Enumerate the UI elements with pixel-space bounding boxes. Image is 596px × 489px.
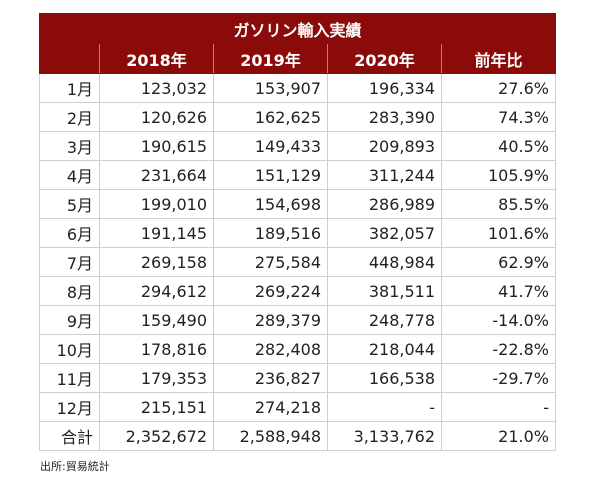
value-2019-cell: 236,827 bbox=[213, 363, 328, 393]
table-row: 1月 123,032 153,907 196,334 27.6% bbox=[39, 73, 556, 103]
value-2019-cell: 289,379 bbox=[213, 305, 328, 335]
yoy-cell: 41.7% bbox=[441, 276, 556, 306]
value-2018-cell: 120,626 bbox=[99, 102, 214, 132]
yoy-cell: 105.9% bbox=[441, 160, 556, 190]
value-2018-cell: 215,151 bbox=[99, 392, 214, 422]
value-2018-cell: 178,816 bbox=[99, 334, 214, 364]
yoy-cell: -29.7% bbox=[441, 363, 556, 393]
value-2018-cell: 159,490 bbox=[99, 305, 214, 335]
value-2019-cell: 269,224 bbox=[213, 276, 328, 306]
yoy-cell: -22.8% bbox=[441, 334, 556, 364]
month-cell: 合計 bbox=[39, 421, 100, 451]
table-header-row: 2018年 2019年 2020年 前年比 bbox=[39, 43, 556, 74]
yoy-cell: -14.0% bbox=[441, 305, 556, 335]
value-2018-cell: 123,032 bbox=[99, 73, 214, 103]
value-2020-cell: - bbox=[327, 392, 442, 422]
gasoline-import-table: ガソリン輸入実績 2018年 2019年 2020年 前年比 1月 123,032… bbox=[39, 13, 556, 451]
table-row: 5月 199,010 154,698 286,989 85.5% bbox=[39, 189, 556, 219]
table-body: 1月 123,032 153,907 196,334 27.6% 2月 120,626 162… bbox=[39, 73, 556, 451]
yoy-cell: 62.9% bbox=[441, 247, 556, 277]
value-2018-cell: 231,664 bbox=[99, 160, 214, 190]
value-2018-cell: 2,352,672 bbox=[99, 421, 214, 451]
value-2019-cell: 189,516 bbox=[213, 218, 328, 248]
value-2019-cell: 153,907 bbox=[213, 73, 328, 103]
yoy-cell: - bbox=[441, 392, 556, 422]
value-2019-cell: 151,129 bbox=[213, 160, 328, 190]
month-cell: 12月 bbox=[39, 392, 100, 422]
value-2020-cell: 209,893 bbox=[327, 131, 442, 161]
yoy-cell: 85.5% bbox=[441, 189, 556, 219]
value-2020-cell: 3,133,762 bbox=[327, 421, 442, 451]
yoy-cell: 74.3% bbox=[441, 102, 556, 132]
value-2018-cell: 294,612 bbox=[99, 276, 214, 306]
yoy-cell: 27.6% bbox=[441, 73, 556, 103]
value-2020-cell: 283,390 bbox=[327, 102, 442, 132]
header-cell-2020: 2020年 bbox=[327, 43, 442, 74]
yoy-cell: 40.5% bbox=[441, 131, 556, 161]
month-cell: 11月 bbox=[39, 363, 100, 393]
month-cell: 3月 bbox=[39, 131, 100, 161]
value-2018-cell: 199,010 bbox=[99, 189, 214, 219]
value-2020-cell: 248,778 bbox=[327, 305, 442, 335]
value-2019-cell: 275,584 bbox=[213, 247, 328, 277]
value-2019-cell: 149,433 bbox=[213, 131, 328, 161]
header-cell-2018: 2018年 bbox=[99, 43, 214, 74]
table-row: 9月 159,490 289,379 248,778 -14.0% bbox=[39, 305, 556, 335]
value-2019-cell: 154,698 bbox=[213, 189, 328, 219]
value-2018-cell: 179,353 bbox=[99, 363, 214, 393]
table-row: 7月 269,158 275,584 448,984 62.9% bbox=[39, 247, 556, 277]
value-2020-cell: 218,044 bbox=[327, 334, 442, 364]
value-2020-cell: 311,244 bbox=[327, 160, 442, 190]
value-2020-cell: 382,057 bbox=[327, 218, 442, 248]
value-2019-cell: 282,408 bbox=[213, 334, 328, 364]
month-cell: 1月 bbox=[39, 73, 100, 103]
value-2018-cell: 190,615 bbox=[99, 131, 214, 161]
value-2018-cell: 269,158 bbox=[99, 247, 214, 277]
table-row: 6月 191,145 189,516 382,057 101.6% bbox=[39, 218, 556, 248]
month-cell: 6月 bbox=[39, 218, 100, 248]
table-row: 10月 178,816 282,408 218,044 -22.8% bbox=[39, 334, 556, 364]
value-2020-cell: 448,984 bbox=[327, 247, 442, 277]
yoy-cell: 21.0% bbox=[441, 421, 556, 451]
month-cell: 9月 bbox=[39, 305, 100, 335]
table-row: 4月 231,664 151,129 311,244 105.9% bbox=[39, 160, 556, 190]
value-2018-cell: 191,145 bbox=[99, 218, 214, 248]
import-table-container: ガソリン輸入実績 2018年 2019年 2020年 前年比 1月 123,032… bbox=[39, 13, 556, 451]
month-cell: 10月 bbox=[39, 334, 100, 364]
value-2019-cell: 2,588,948 bbox=[213, 421, 328, 451]
table-row: 2月 120,626 162,625 283,390 74.3% bbox=[39, 102, 556, 132]
value-2020-cell: 286,989 bbox=[327, 189, 442, 219]
table-row: 12月 215,151 274,218- - bbox=[39, 392, 556, 422]
month-cell: 8月 bbox=[39, 276, 100, 306]
value-2020-cell: 381,511 bbox=[327, 276, 442, 306]
value-2020-cell: 196,334 bbox=[327, 73, 442, 103]
header-cell-yoy: 前年比 bbox=[441, 43, 556, 74]
source-note: 出所:貿易統計 bbox=[40, 460, 110, 473]
header-cell-2019: 2019年 bbox=[213, 43, 328, 74]
table-row: 8月 294,612 269,224 381,511 41.7% bbox=[39, 276, 556, 306]
table-row: 合計 2,352,672 2,588,948 3,133,762 21.0% bbox=[39, 421, 556, 451]
month-cell: 2月 bbox=[39, 102, 100, 132]
value-2019-cell: 274,218 bbox=[213, 392, 328, 422]
month-cell: 4月 bbox=[39, 160, 100, 190]
yoy-cell: 101.6% bbox=[441, 218, 556, 248]
table-title-row: ガソリン輸入実績 bbox=[39, 13, 556, 44]
table-row: 3月 190,615 149,433 209,893 40.5% bbox=[39, 131, 556, 161]
header-cell-month bbox=[39, 43, 100, 74]
table-row: 11月 179,353 236,827 166,538 -29.7% bbox=[39, 363, 556, 393]
value-2020-cell: 166,538 bbox=[327, 363, 442, 393]
month-cell: 7月 bbox=[39, 247, 100, 277]
month-cell: 5月 bbox=[39, 189, 100, 219]
table-title: ガソリン輸入実績 bbox=[39, 13, 556, 44]
value-2019-cell: 162,625 bbox=[213, 102, 328, 132]
